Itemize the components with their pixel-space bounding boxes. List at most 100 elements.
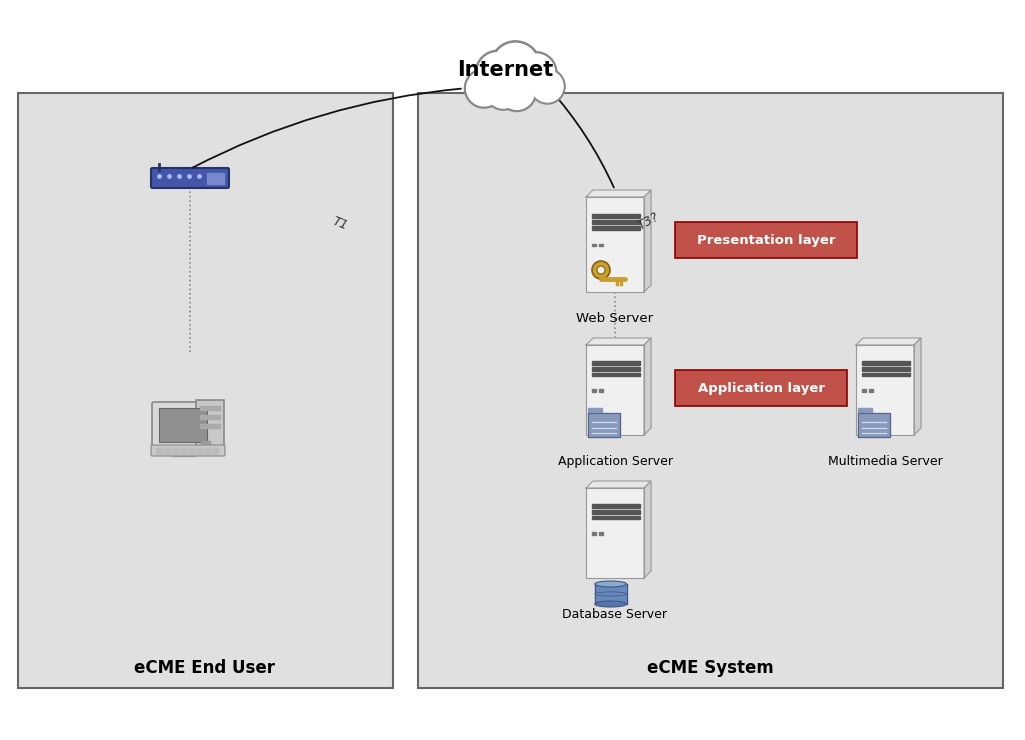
Polygon shape	[862, 389, 866, 391]
Polygon shape	[588, 408, 603, 413]
Polygon shape	[196, 448, 202, 449]
Polygon shape	[164, 452, 169, 454]
Polygon shape	[644, 190, 651, 292]
FancyBboxPatch shape	[418, 93, 1003, 688]
Polygon shape	[914, 338, 921, 435]
Circle shape	[592, 261, 610, 279]
Polygon shape	[862, 373, 910, 377]
Circle shape	[476, 51, 520, 95]
Circle shape	[466, 71, 501, 106]
Text: T1: T1	[330, 215, 350, 233]
Circle shape	[465, 70, 503, 107]
Circle shape	[198, 175, 201, 178]
Polygon shape	[171, 453, 195, 456]
Circle shape	[158, 175, 161, 178]
Polygon shape	[206, 172, 223, 184]
Circle shape	[530, 70, 565, 104]
Circle shape	[208, 175, 211, 178]
FancyBboxPatch shape	[152, 402, 214, 450]
Ellipse shape	[594, 592, 626, 596]
FancyBboxPatch shape	[856, 345, 914, 435]
Circle shape	[491, 41, 540, 90]
Polygon shape	[156, 452, 162, 454]
Circle shape	[493, 44, 538, 89]
Polygon shape	[156, 448, 162, 449]
Circle shape	[478, 53, 518, 92]
Polygon shape	[201, 440, 210, 444]
FancyBboxPatch shape	[586, 345, 644, 435]
Circle shape	[597, 266, 605, 274]
Polygon shape	[188, 448, 194, 449]
Polygon shape	[204, 452, 209, 454]
Polygon shape	[592, 504, 640, 508]
Polygon shape	[858, 413, 890, 437]
Polygon shape	[592, 226, 640, 229]
Circle shape	[498, 73, 536, 111]
Circle shape	[499, 74, 534, 110]
Polygon shape	[586, 338, 651, 345]
Text: Database Server: Database Server	[563, 608, 667, 621]
Text: T3?: T3?	[636, 211, 661, 233]
Circle shape	[177, 175, 181, 178]
Polygon shape	[164, 448, 169, 449]
Polygon shape	[172, 452, 177, 454]
Polygon shape	[594, 584, 626, 604]
Text: Multimedia Server: Multimedia Server	[827, 455, 942, 468]
Polygon shape	[599, 244, 603, 246]
Polygon shape	[592, 361, 640, 365]
Polygon shape	[592, 516, 640, 519]
Polygon shape	[180, 452, 186, 454]
Circle shape	[532, 71, 563, 102]
Polygon shape	[592, 510, 640, 514]
Text: Presentation layer: Presentation layer	[697, 234, 835, 246]
Polygon shape	[196, 452, 202, 454]
Circle shape	[517, 54, 555, 92]
FancyBboxPatch shape	[586, 488, 644, 578]
Circle shape	[168, 175, 171, 178]
Polygon shape	[212, 448, 217, 449]
Polygon shape	[204, 448, 209, 449]
Text: eCME End User: eCME End User	[134, 659, 276, 677]
Polygon shape	[592, 244, 596, 246]
Polygon shape	[212, 452, 217, 454]
Circle shape	[486, 74, 521, 110]
FancyBboxPatch shape	[586, 197, 644, 292]
Polygon shape	[200, 406, 220, 410]
Circle shape	[188, 175, 192, 178]
FancyBboxPatch shape	[151, 168, 229, 188]
Polygon shape	[592, 214, 640, 218]
Polygon shape	[644, 338, 651, 435]
FancyBboxPatch shape	[159, 408, 207, 442]
FancyArrowPatch shape	[549, 88, 614, 187]
Polygon shape	[592, 373, 640, 377]
Polygon shape	[599, 389, 603, 391]
FancyBboxPatch shape	[675, 222, 857, 258]
Circle shape	[516, 53, 557, 93]
Polygon shape	[644, 481, 651, 578]
Polygon shape	[592, 389, 596, 391]
Polygon shape	[599, 532, 603, 535]
Polygon shape	[200, 423, 220, 428]
Polygon shape	[862, 361, 910, 365]
Ellipse shape	[594, 581, 626, 587]
Polygon shape	[869, 389, 873, 391]
Polygon shape	[200, 414, 220, 419]
Polygon shape	[862, 367, 910, 371]
FancyBboxPatch shape	[675, 370, 847, 406]
Text: Web Server: Web Server	[576, 312, 654, 325]
FancyArrowPatch shape	[193, 89, 461, 168]
Polygon shape	[856, 338, 921, 345]
Text: Application layer: Application layer	[697, 382, 824, 394]
Ellipse shape	[594, 601, 626, 607]
Polygon shape	[586, 481, 651, 488]
FancyBboxPatch shape	[196, 400, 224, 452]
Text: Internet: Internet	[457, 60, 554, 80]
Polygon shape	[858, 408, 872, 413]
Polygon shape	[172, 448, 177, 449]
Polygon shape	[592, 367, 640, 371]
Polygon shape	[588, 413, 620, 437]
Polygon shape	[180, 448, 186, 449]
Text: Application Server: Application Server	[558, 455, 672, 468]
Text: eCME System: eCME System	[647, 659, 774, 677]
Polygon shape	[592, 220, 640, 223]
